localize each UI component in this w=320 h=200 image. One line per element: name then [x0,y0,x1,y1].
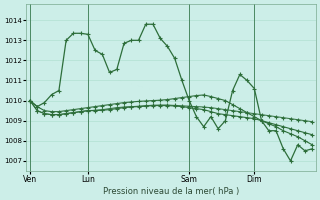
X-axis label: Pression niveau de la mer( hPa ): Pression niveau de la mer( hPa ) [103,187,239,196]
